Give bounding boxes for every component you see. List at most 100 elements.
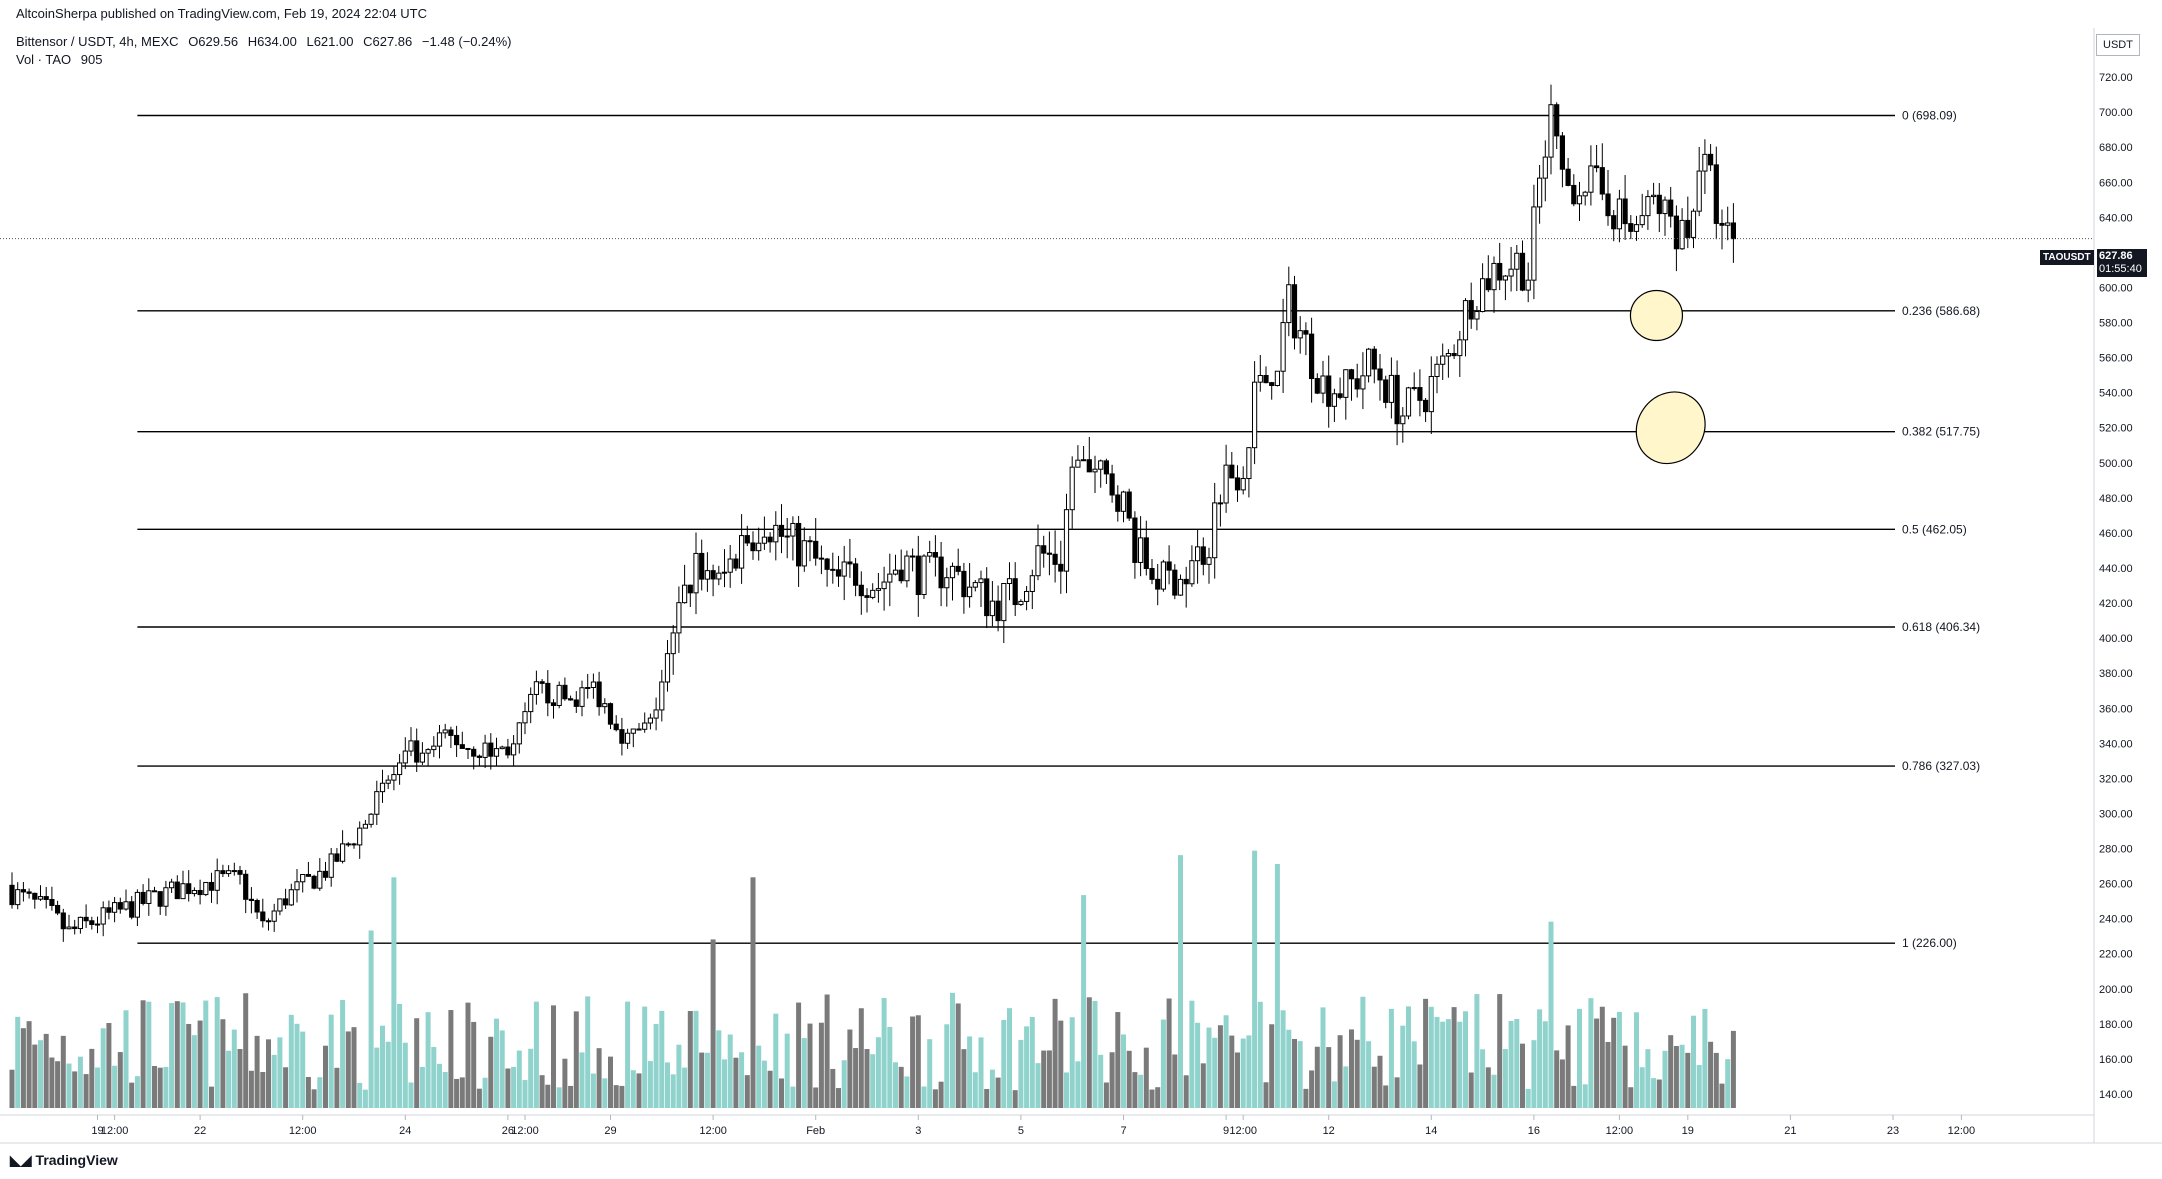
candle-body [522,711,528,724]
symbol-name[interactable]: Bittensor / USDT, 4h, MEXC [16,34,179,49]
volume-bar [784,1033,790,1108]
candle-body [1554,104,1560,137]
last-price-tag: 627.86 01:55:40 [2097,249,2147,277]
candle-body [1594,165,1600,169]
volume-bar [579,1052,585,1108]
fib-retracement[interactable]: 0 (698.09) 0.236 (586.68) 0.382 (517.75) 0.… [137,109,1980,951]
volume-bar [323,1045,328,1108]
candle-body [83,916,89,922]
volume-bar [157,1067,163,1108]
volume-bar [505,1068,511,1108]
volume-bar [283,1067,289,1108]
publish-text: AltcoinSherpa published on TradingView.c… [16,6,427,21]
candle-body [562,684,568,700]
volume-bar [362,1089,368,1108]
volume-bar [248,1070,254,1108]
volume-bar [1377,1055,1383,1108]
candle-body [77,916,84,930]
candle-body [408,740,414,752]
candle-body [436,732,443,747]
volume-bar [288,1014,294,1108]
candle-body [94,923,101,926]
candle-body [727,558,733,573]
volume-bar [266,1039,271,1108]
volume-bar [665,1062,670,1108]
time-tick-label: 3 [915,1125,921,1137]
candle-body [716,572,722,580]
candle-body [60,912,66,930]
currency-selector[interactable]: USDT [2096,34,2140,56]
volume-bar [910,1016,916,1108]
volume-bar [368,930,374,1108]
volume-bar [220,1019,226,1108]
volume-bar [311,1089,317,1108]
volume-bar [1331,1081,1337,1108]
time-tick-label: 26 [502,1125,514,1137]
volume-bar [801,1038,807,1108]
volume-bar [1423,998,1429,1108]
volume-bar [1160,1019,1166,1108]
candle-body [163,887,169,907]
volume-bar [744,1075,750,1108]
candle-body [1599,167,1605,195]
candle-body [853,563,859,586]
candle-body [773,524,779,543]
volume-bar [722,1059,727,1108]
volume-bar [1474,994,1480,1108]
price-tick-label: 680.00 [2099,142,2133,154]
volume-bar [1075,1061,1081,1108]
volume-bar [539,1075,545,1108]
volume-bar [146,1001,152,1108]
volume-bar [260,1071,266,1108]
time-tick-label: 19 [91,1125,103,1137]
candle-body [801,540,807,567]
candle-body [1645,196,1651,217]
candle-body [9,884,15,906]
volume-bar [1713,1052,1719,1108]
volume-bar [191,1035,197,1108]
volume-bar [1702,1008,1708,1108]
volume-bar [1143,1047,1149,1108]
ohlc-close: C627.86 [363,34,413,49]
volume-bar [545,1084,551,1108]
candle-body [442,729,448,734]
price-axis[interactable]: 140.00 160.00 180.00 200.00 220.00 240.00 260.… [2099,37,2133,1101]
volume-bar [1280,1010,1286,1108]
candle-body [664,653,671,683]
volume-bar [1200,1063,1206,1108]
candle-body [1616,198,1623,230]
volume-label[interactable]: Vol · TAO [16,52,72,67]
tradingview-logo[interactable]: ◣◢ TradingView [10,1152,118,1169]
volume-bar [613,1085,619,1108]
volume-bar [1069,1017,1075,1108]
candle-body [1012,578,1018,606]
candle-body [1497,262,1503,281]
volume-bar [123,1010,129,1108]
volume-bar [1223,1015,1229,1108]
candle-body [300,874,306,883]
volume-bar [305,1076,311,1108]
candle-body [237,870,243,875]
candle-body [197,889,203,896]
volume-bar [89,1048,95,1108]
symbol-info: Bittensor / USDT, 4h, MEXC O629.56 H634.… [16,34,518,49]
price-tick-label: 300.00 [2099,808,2133,820]
candle-body [1588,165,1594,193]
candle-body [254,899,260,913]
volume-bar [38,1040,43,1108]
candle-body [203,881,209,896]
volume-bar [1138,1074,1144,1108]
volume-bar [790,1086,796,1108]
candle-body [1195,546,1201,562]
candle-body [670,632,676,655]
candle-body [1559,135,1566,170]
candle-body [1234,477,1241,491]
volume-bar [334,1067,340,1108]
volume-bar [140,1000,146,1108]
ohlc-low: L621.00 [306,34,354,49]
publish-info: AltcoinSherpa published on TradingView.c… [16,6,433,21]
fib-level-label: 0.618 (406.34) [1902,620,1980,634]
volume-bar [1502,1049,1508,1108]
